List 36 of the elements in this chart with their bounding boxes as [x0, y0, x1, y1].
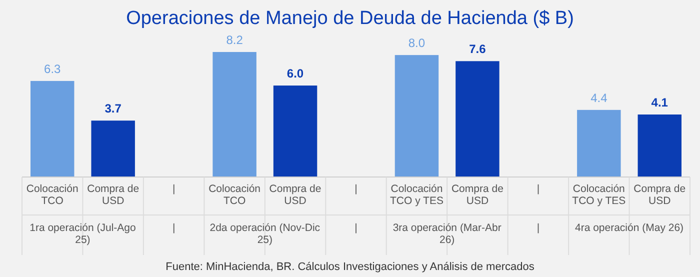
- x-tick-label: Compra de USD: [634, 183, 686, 207]
- source-note: Fuente: MinHacienda, BR. Cálculos Investigaciones y Análisis de mercados: [166, 261, 535, 273]
- x-tick-label: |: [354, 183, 358, 195]
- text: 1ra operación (Jul-Ago 25): [30, 222, 136, 246]
- bar: [638, 114, 682, 177]
- bar: [273, 86, 318, 177]
- bar: [91, 120, 135, 177]
- text: 4ra operación (May 26): [574, 222, 684, 234]
- category-label: |: [172, 222, 176, 234]
- bar: [394, 55, 439, 177]
- x-tick-label: Colocación TCO y TES: [390, 183, 444, 207]
- x-tick-label: Compra de USD: [269, 183, 322, 207]
- data-label: 4.4: [590, 90, 608, 105]
- data-label: 4.1: [651, 96, 668, 110]
- x-tick-label: Compra de USD: [451, 183, 504, 207]
- x-tick-label: |: [536, 183, 540, 195]
- bar: [30, 80, 74, 177]
- data-label: 3.7: [104, 102, 122, 116]
- category-label: |: [536, 222, 540, 234]
- category-label: |: [354, 222, 358, 234]
- chart-title: Operaciones de Manejo de Deuda de Hacienda ($ B): [126, 8, 574, 29]
- bar: [212, 52, 256, 177]
- bar: [577, 110, 621, 177]
- x-tick-label: Colocación TCO: [208, 183, 261, 207]
- x-tick-label: Colocación TCO: [26, 183, 78, 207]
- x-tick-label: Colocación TCO y TES: [572, 183, 626, 207]
- text: 2da operación (Nov-Dic 25): [210, 222, 320, 246]
- bar: [456, 61, 500, 177]
- data-label: 6.3: [44, 62, 62, 76]
- data-label: 6.0: [286, 66, 304, 81]
- data-label: 7.6: [469, 42, 486, 56]
- x-tick-label: |: [172, 183, 176, 195]
- data-label: 8.0: [408, 36, 426, 50]
- data-label: 8.2: [226, 33, 244, 47]
- text: 3ra operación (Mar-Abr 26): [392, 222, 502, 246]
- x-tick-label: Compra de USD: [87, 183, 140, 207]
